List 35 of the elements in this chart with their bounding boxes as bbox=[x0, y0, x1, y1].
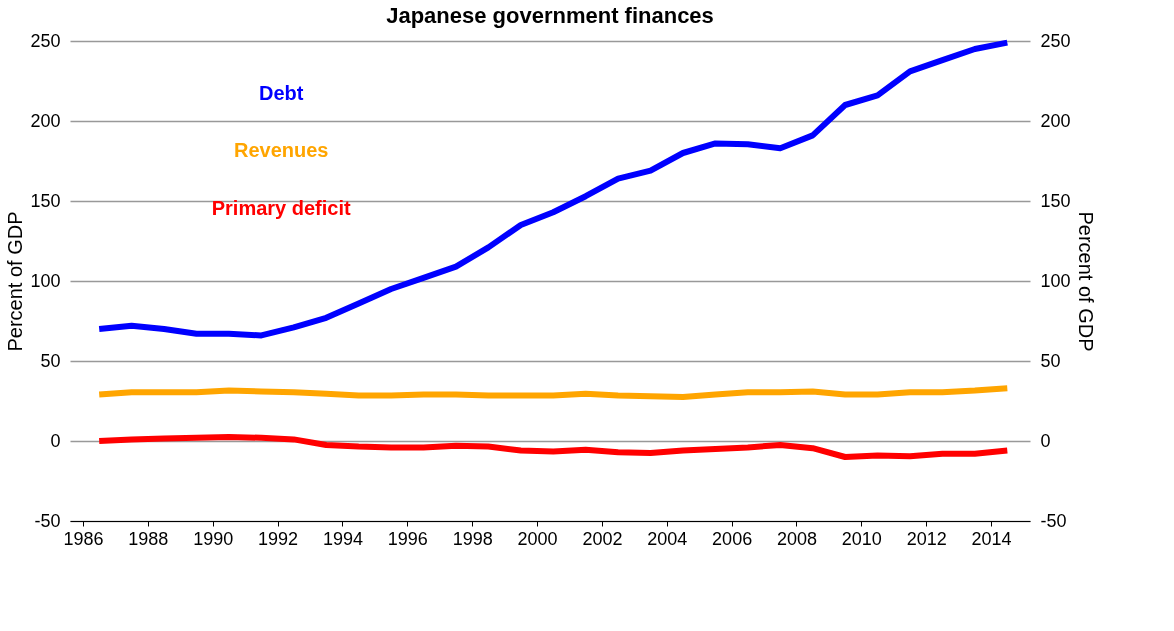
y-tick-label: 200 bbox=[30, 110, 61, 131]
y2-tick-label: 250 bbox=[1040, 30, 1071, 51]
chart-title: Japanese government finances bbox=[386, 3, 714, 28]
x-tick-label: 1996 bbox=[387, 528, 428, 549]
x-tick-label: 1986 bbox=[63, 528, 104, 549]
text: Revenues bbox=[233, 139, 329, 162]
x-tick-label: 2000 bbox=[517, 528, 558, 549]
y-tick-label: -50 bbox=[34, 510, 61, 531]
x-tick-label: 1990 bbox=[193, 528, 234, 549]
x-tick-label: 1992 bbox=[258, 528, 299, 549]
x-tick-label: 2002 bbox=[582, 528, 623, 549]
y2-tick-label: 100 bbox=[1040, 270, 1071, 291]
y2-tick-label: 50 bbox=[1040, 350, 1061, 371]
y-tick-label: 150 bbox=[30, 190, 61, 211]
y-tick-label: 250 bbox=[30, 30, 61, 51]
x-tick-label: 2012 bbox=[906, 528, 947, 549]
y2-tick-label: 200 bbox=[1040, 110, 1071, 131]
x-tick-label: 1988 bbox=[128, 528, 169, 549]
x-tick-label: 2008 bbox=[776, 528, 818, 549]
y2-tick-label: -50 bbox=[1040, 510, 1067, 531]
y2-axis-title: Percent of GDP bbox=[1074, 211, 1097, 352]
y2-tick-label: 150 bbox=[1040, 190, 1071, 211]
text: Primary deficit bbox=[211, 196, 352, 219]
x-tick-label: 2006 bbox=[712, 528, 753, 549]
x-tick-label: 1994 bbox=[322, 528, 363, 549]
y2-tick-label: 0 bbox=[1040, 430, 1051, 451]
x-tick-label: 2010 bbox=[841, 528, 882, 549]
y-tick-label: 50 bbox=[40, 350, 61, 371]
text: Debt bbox=[258, 81, 304, 104]
x-tick-label: 1998 bbox=[452, 528, 493, 549]
y-axis-title: Percent of GDP bbox=[4, 211, 27, 352]
y-tick-label: 100 bbox=[30, 270, 61, 291]
x-tick-label: 2014 bbox=[971, 528, 1012, 549]
y-tick-label: 0 bbox=[50, 430, 61, 451]
x-tick-label: 2004 bbox=[647, 528, 688, 549]
